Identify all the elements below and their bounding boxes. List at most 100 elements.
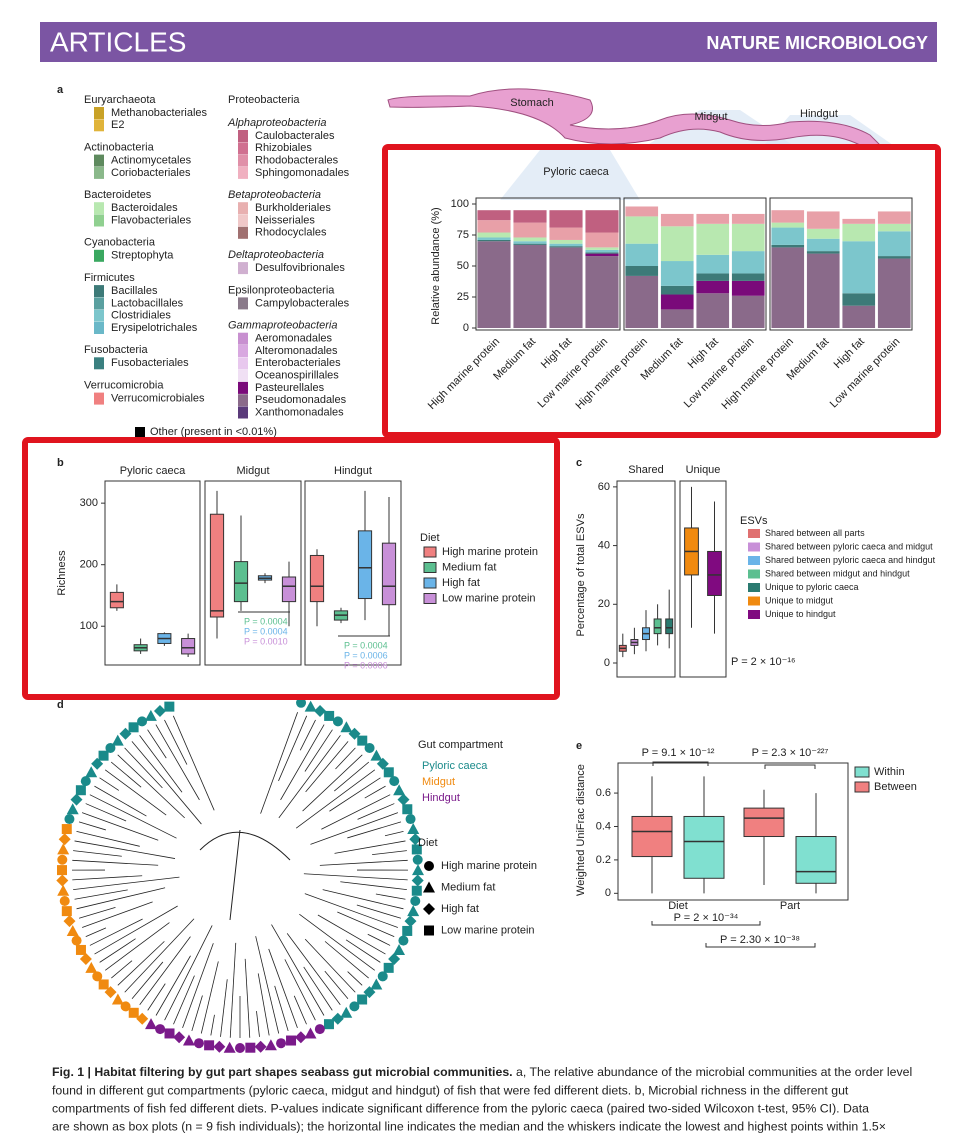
bar-segment [625, 206, 658, 216]
y-tick-label: 0.6 [596, 787, 611, 799]
figure-content: EuryarchaeotaMethanobacterialesE2Actinob… [52, 94, 936, 1133]
tree-tip [255, 1041, 267, 1053]
tree-branch [372, 851, 407, 855]
p-value: P = 0.0004 [344, 640, 388, 650]
bar-segment [696, 214, 729, 224]
taxon-group: Proteobacteria [228, 94, 300, 106]
bar-segment [585, 247, 618, 249]
tree-branch [164, 720, 186, 765]
panel-label: c [576, 457, 582, 469]
bar-segment [661, 295, 694, 310]
tree-branch [305, 894, 398, 928]
legend-swatch [748, 597, 760, 606]
taxon-name: Streptophyta [111, 250, 174, 262]
box [234, 562, 247, 602]
bar-segment [477, 210, 510, 220]
tree-branch [368, 934, 390, 945]
taxon-swatch [238, 202, 248, 214]
tree-branch [148, 984, 166, 1011]
tree-tip [56, 874, 68, 886]
bar-segment [549, 247, 582, 328]
legend-label: Hindgut [422, 792, 460, 804]
taxon-name: Methanobacteriales [111, 107, 208, 119]
taxon-swatch [94, 393, 104, 405]
tree-branch [303, 755, 363, 811]
legend-label: Medium fat [442, 561, 496, 573]
legend-label: Between [874, 781, 917, 793]
taxon-name: Alteromonadales [255, 345, 338, 357]
legend-label: High marine protein [441, 860, 537, 872]
y-tick-label: 100 [80, 620, 98, 632]
x-tick-label: Low marine protein [682, 336, 757, 411]
tree-branch [329, 778, 380, 811]
bar-segment [771, 223, 804, 228]
taxon-group: Epsilonproteobacteria [228, 284, 335, 296]
caption-text: a, The relative abundance of the microbi… [513, 1065, 913, 1079]
taxon-group: Actinobacteria [84, 142, 155, 154]
box [182, 639, 195, 654]
x-tick-label: Diet [668, 900, 688, 912]
y-tick-label: 20 [598, 598, 610, 610]
taxon-name: Rhodocyclales [255, 227, 327, 239]
tree-branch [200, 830, 290, 920]
taxon-swatch [238, 370, 248, 382]
caption-line: are shown as box plots (n = 9 fish indiv… [52, 1119, 886, 1133]
tree-tip [365, 743, 375, 753]
tree-tip [57, 843, 69, 854]
tree-tip [295, 1031, 307, 1043]
legend-label: High fat [442, 577, 480, 589]
legend-label: Low marine protein [441, 924, 535, 936]
y-axis-label: Weighted UniFrac distance [575, 764, 587, 896]
tree-tip [112, 994, 124, 1005]
legend-swatch [748, 610, 760, 619]
tree-tip [245, 1043, 255, 1053]
bar-segment [549, 244, 582, 246]
tree-tip [71, 794, 83, 806]
taxon-swatch [238, 345, 248, 357]
taxon-name: Pasteurellales [255, 382, 325, 394]
tree-tip [64, 814, 74, 824]
taxon-group: Gammaproteobacteria [228, 320, 337, 332]
bar-segment [625, 276, 658, 328]
taxon-swatch [94, 250, 104, 262]
taxon-name: Bacillales [111, 285, 158, 297]
tree-branch [95, 906, 178, 954]
box [684, 816, 724, 878]
taxon-group: Firmicutes [84, 272, 135, 284]
bar-segment [807, 229, 840, 239]
bar-segment [696, 255, 729, 274]
section-title: ARTICLES [50, 26, 186, 57]
taxon-name: Sphingomonadales [255, 167, 350, 179]
tree-tip [413, 855, 423, 865]
tree-branch [287, 933, 340, 1004]
tree-tip [324, 1019, 334, 1029]
legend-label: High marine protein [442, 546, 538, 558]
tree-tip [402, 926, 412, 936]
tree-tip [194, 1038, 204, 1048]
p-value: P = 0.0006 [344, 650, 388, 660]
legend-label: Low marine protein [442, 592, 536, 604]
tree-branch [156, 725, 200, 800]
x-tick-label: Low marine protein [536, 336, 611, 411]
gut-label: Hindgut [800, 108, 838, 120]
bar-segment [732, 296, 765, 328]
tree-tip [349, 1001, 359, 1011]
tree-branch [385, 831, 403, 835]
bar-segment [585, 233, 618, 248]
box [382, 543, 395, 605]
legend-swatch [748, 543, 760, 552]
tree-tip [213, 1041, 225, 1053]
x-tick-label: Part [780, 900, 800, 912]
taxon-swatch [238, 357, 248, 369]
bar-segment [878, 224, 911, 231]
box [654, 619, 661, 634]
taxon-swatch [238, 227, 248, 239]
legend-label: Shared between midgut and hindgut [765, 568, 910, 578]
tree-branch [325, 971, 348, 999]
tree-tip [99, 751, 109, 761]
panel-label: d [57, 699, 64, 711]
caption-line: compartments of fish fed different diets… [52, 1101, 869, 1115]
legend-swatch [748, 583, 760, 592]
taxon-group: Fusobacteria [84, 344, 148, 356]
x-tick-label: High fat [686, 336, 721, 371]
